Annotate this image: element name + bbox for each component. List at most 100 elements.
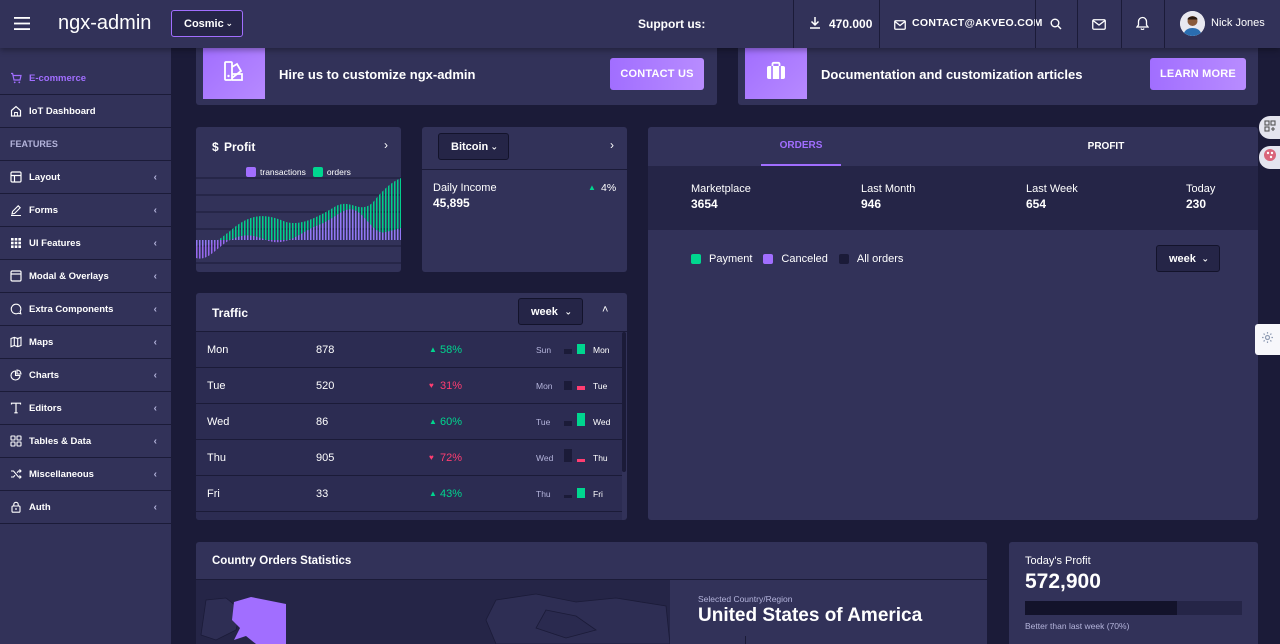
text-icon [10,402,22,414]
mini-bar-cur [577,413,585,426]
docs-text: Documentation and customization articles [821,67,1083,82]
download-icon[interactable] [809,16,821,34]
sidebar-item-miscellaneous[interactable]: Miscellaneous ‹ [0,458,171,491]
legend-label-all-orders: All orders [856,253,904,265]
card-divider [196,331,627,332]
profit-progress-track [1025,601,1242,615]
traffic-day: Thu [207,452,226,464]
traffic-prev-day: Sun [536,345,552,355]
chevron-down-icon: ⌄ [490,141,498,151]
sidebar-item-label: UI Features [29,237,81,249]
chevron-down-icon: ⌄ [225,18,233,28]
header-divider [793,0,794,48]
chevron-left-icon: ‹ [153,271,157,282]
hire-icon-tile [203,48,265,99]
traffic-day: Mon [207,344,229,356]
sidebar-group-features: FEATURES [0,128,171,161]
sidebar-item-layout[interactable]: Layout ‹ [0,161,171,194]
traffic-day: Wed [207,416,230,428]
mail-icon[interactable] [1092,17,1106,35]
income-change: 4% [601,182,617,194]
profit-progress-caption: Better than last week (70%) [1025,621,1130,631]
sidebar-item-editors[interactable]: Editors ‹ [0,392,171,425]
pie-chart-icon [10,369,22,381]
country-orders-card: Country Orders Statistics Selected Count… [196,542,987,644]
traffic-prev-day: Thu [536,489,551,499]
browser-icon [10,270,22,282]
chevron-left-icon: ‹ [153,436,157,447]
todays-profit-card: Today's Profit 572,900 Better than last … [1009,542,1258,644]
currency-select[interactable]: Bitcoin ⌄ [438,133,509,160]
chevron-right-icon[interactable]: › [610,138,614,152]
header-divider [1077,0,1078,48]
search-icon[interactable] [1050,17,1062,35]
traffic-period-select[interactable]: week ⌄ [518,298,583,325]
arrow-up-icon: ▲ [429,489,437,498]
traffic-cur-day: Mon [593,345,610,355]
contact-us-button[interactable]: CONTACT US [610,58,704,90]
chevron-down-icon: ⌄ [1201,253,1209,263]
country-chart-gridlines [745,636,965,644]
sidebar: E-commerce IoT Dashboard FEATURES Layout… [0,48,171,644]
sidebar-item-ui-features[interactable]: UI Features ‹ [0,227,171,260]
app-title[interactable]: ngx-admin [58,12,152,34]
chevron-left-icon: ‹ [153,304,157,315]
chevron-up-icon[interactable]: ˄ [602,304,609,316]
learn-more-button[interactable]: LEARN MORE [1150,58,1246,90]
stat-value: 230 [1186,197,1207,211]
sidebar-item-forms[interactable]: Forms ‹ [0,194,171,227]
sidebar-group-label: FEATURES [10,139,58,149]
tab-profit[interactable]: PROFIT [1066,127,1146,166]
orders-period-select[interactable]: week ⌄ [1156,245,1220,272]
edit-icon [10,204,22,217]
sidebar-item-maps[interactable]: Maps ‹ [0,326,171,359]
theme-select[interactable]: Cosmic ⌄ [171,10,243,37]
user-name[interactable]: Nick Jones [1211,17,1265,29]
layout-add-icon [1263,119,1276,137]
traffic-day: Fri [207,488,220,500]
traffic-cur-day: Fri [593,489,603,499]
traffic-scrollbar[interactable] [622,332,626,472]
sidebar-item-iot-dashboard[interactable]: IoT Dashboard [0,95,171,128]
cart-icon [10,72,22,84]
traffic-value: 878 [316,344,335,356]
traffic-value: 33 [316,488,329,500]
theme-toggle-button[interactable] [1259,146,1280,169]
legend-swatch-orders [312,167,323,177]
world-map[interactable] [196,580,670,644]
stars-count[interactable]: 470.000 [829,17,873,31]
stat-last-month: Last Month 946 [861,183,915,211]
chevron-right-icon[interactable]: › [384,138,388,152]
tab-orders[interactable]: ORDERS [761,127,841,166]
sidebar-item-e-commerce[interactable]: E-commerce [0,62,171,95]
sidebar-item-modal-overlays[interactable]: Modal & Overlays ‹ [0,260,171,293]
layout-icon [10,171,22,183]
traffic-cur-day: Tue [593,381,608,391]
header-divider [1035,0,1036,48]
tab-orders-label: ORDERS [779,140,823,151]
sidebar-item-auth[interactable]: Auth ‹ [0,491,171,524]
card-divider [196,579,987,580]
sidebar-item-charts[interactable]: Charts ‹ [0,359,171,392]
message-icon [10,303,22,315]
legend-swatch-all-orders [838,254,849,264]
sidebar-item-extra-components[interactable]: Extra Components ‹ [0,293,171,326]
menu-toggle-icon[interactable] [14,17,30,30]
avatar[interactable] [1180,11,1205,36]
paint-icon [1263,148,1277,167]
daily-income-value: 45,895 [433,196,470,210]
theme-select-value: Cosmic [184,17,224,30]
mini-bar-prev [564,381,572,390]
sidebar-item-label: Layout [29,171,61,183]
bell-icon[interactable] [1135,16,1150,35]
stat-label: Marketplace [691,183,751,195]
sidebar-item-label: Tables & Data [29,435,92,447]
tab-profit-label: PROFIT [1087,141,1125,152]
contact-email-link[interactable]: CONTACT@AKVEO.COM [912,17,1043,29]
settings-button[interactable] [1255,324,1280,355]
arrow-up-icon: ▲ [429,417,437,426]
chevron-left-icon: ‹ [153,502,157,513]
sidebar-item-tables-data[interactable]: Tables & Data ‹ [0,425,171,458]
layout-switch-button[interactable] [1259,116,1280,139]
heart-down-icon: ♥ [429,381,434,390]
